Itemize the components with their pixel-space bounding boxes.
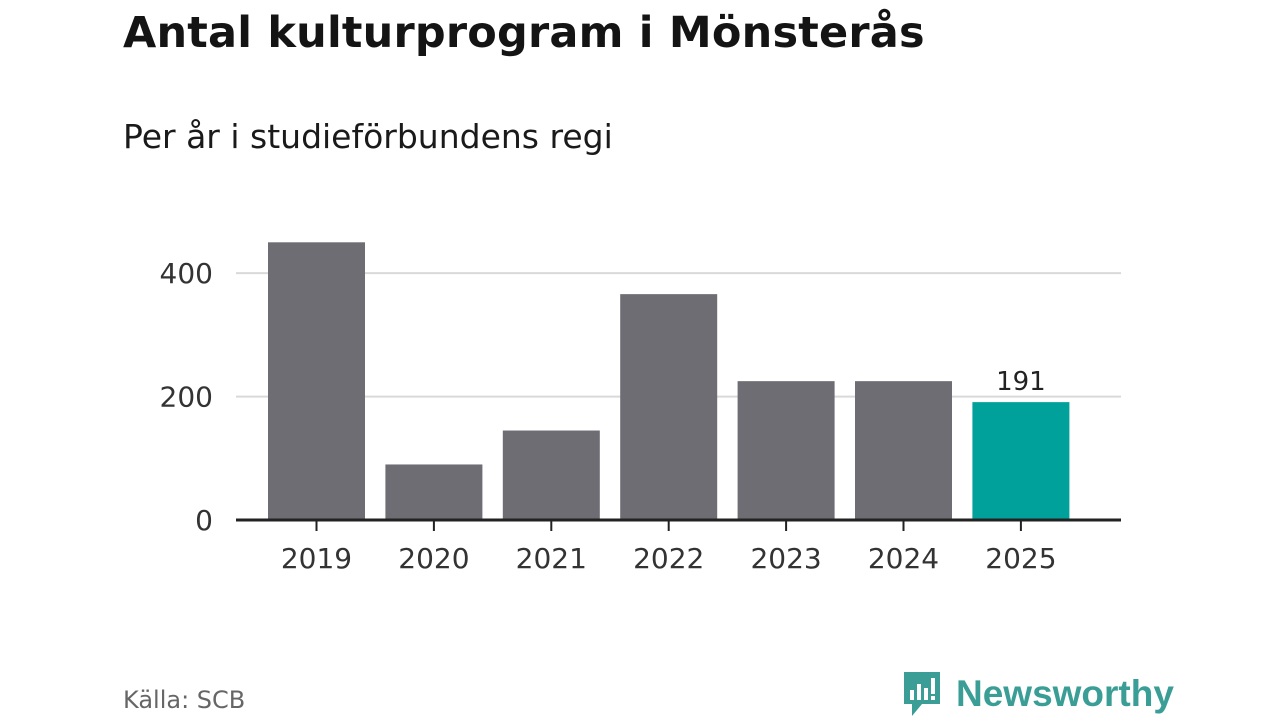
- bar: [502, 430, 600, 520]
- x-tick-label: 2019: [281, 542, 352, 575]
- bar: [737, 381, 835, 520]
- chart-subtitle: Per år i studieförbundens regi: [123, 117, 613, 156]
- x-tick-label: 2020: [398, 542, 469, 575]
- chart-title: Antal kulturprogram i Mönsterås: [123, 8, 925, 58]
- data-label: 191: [996, 367, 1046, 397]
- newsworthy-logo-icon: [904, 672, 940, 716]
- bar: [972, 402, 1070, 520]
- newsworthy-logo: Newsworthy: [902, 670, 1174, 718]
- bar: [385, 464, 483, 520]
- newsworthy-wordmark: Newsworthy: [956, 673, 1174, 714]
- bar: [620, 294, 718, 520]
- x-tick-label: 2021: [516, 542, 587, 575]
- bar: [855, 381, 952, 520]
- x-tick-label: 2023: [750, 542, 821, 575]
- bar: [268, 242, 365, 520]
- x-tick-label: 2022: [633, 542, 704, 575]
- y-tick-label: 0: [195, 504, 213, 537]
- x-tick-label: 2024: [868, 542, 939, 575]
- y-tick-label: 400: [160, 257, 213, 290]
- x-tick-label: 2025: [985, 542, 1056, 575]
- y-tick-label: 200: [160, 381, 213, 414]
- source-note: Källa: SCB: [123, 686, 246, 714]
